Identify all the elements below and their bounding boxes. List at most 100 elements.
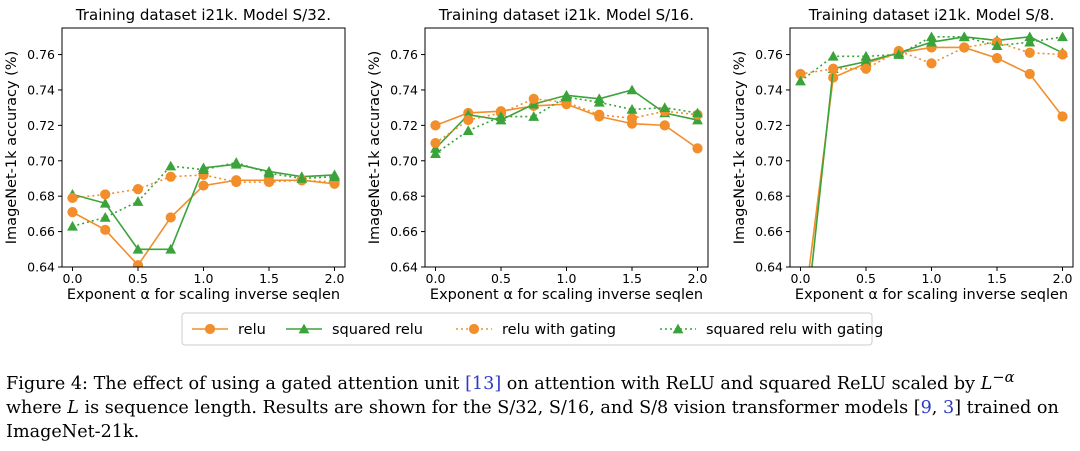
data-point	[67, 207, 78, 218]
data-point	[165, 243, 177, 254]
legend-label: squared relu	[332, 322, 423, 338]
citation-group: [9, 3]	[914, 398, 961, 418]
data-point	[230, 157, 242, 167]
figure-caption: Figure 4: The effect of using a gated at…	[6, 366, 1076, 444]
data-point	[100, 224, 111, 235]
legend-label: relu	[238, 322, 266, 338]
y-axis-label: ImageNet-1k accuracy (%)	[732, 51, 748, 244]
data-point	[132, 196, 144, 206]
chart-panel-1: Training dataset i21k. Model S/32. 0.64 0.…	[4, 6, 346, 303]
y-tick-label: 0.66	[27, 224, 55, 239]
series-line	[435, 103, 698, 150]
cite-close: ]	[954, 397, 962, 418]
y-tick-label: 0.74	[27, 82, 55, 97]
series-relu-with-gating	[430, 93, 703, 149]
series-relu	[808, 42, 1068, 267]
data-point	[430, 137, 441, 149]
x-axis-label: Exponent α for scaling inverse seqlen	[795, 287, 1068, 303]
legend-entry: relu	[192, 322, 266, 338]
data-point	[1024, 47, 1035, 58]
y-tick-label: 0.72	[27, 118, 55, 133]
legend-entry: squared relu with gating	[660, 322, 883, 338]
data-point	[958, 31, 970, 42]
x-tick-label: 2.0	[688, 271, 708, 286]
caption-label: Figure 4:	[6, 373, 88, 394]
y-tick-label: 0.72	[390, 118, 418, 133]
data-point	[132, 243, 144, 254]
data-point	[860, 63, 872, 74]
legend-label: squared relu with gating	[706, 322, 883, 338]
y-tick-label: 0.68	[390, 189, 418, 204]
y-tick-label: 0.70	[390, 153, 418, 168]
y-tick-label: 0.68	[755, 189, 783, 204]
x-tick-label: 2.0	[1053, 271, 1073, 286]
x-tick-label: 1.5	[259, 271, 279, 286]
data-point	[430, 148, 441, 159]
y-tick-label: 0.70	[755, 153, 783, 168]
data-point	[165, 160, 177, 171]
data-point	[959, 42, 970, 53]
data-point	[132, 260, 144, 267]
data-point	[495, 111, 507, 121]
cite-sep: ,	[931, 397, 943, 418]
data-point	[528, 111, 540, 121]
caption-text-3: where	[6, 397, 62, 418]
data-point	[1057, 49, 1068, 60]
data-point	[991, 52, 1003, 64]
y-tick-label: 0.66	[755, 224, 783, 239]
data-point	[329, 171, 340, 182]
data-point	[828, 63, 839, 74]
data-point	[659, 120, 670, 131]
data-point	[926, 58, 937, 69]
citation-link-9[interactable]: 9	[920, 397, 932, 418]
data-point	[860, 50, 872, 61]
math-L: L	[980, 373, 993, 394]
x-tick-label: 1.0	[922, 271, 942, 286]
series-line	[799, 36, 1063, 82]
plot-area	[67, 157, 340, 267]
legend-entry: relu with gating	[456, 322, 616, 338]
x-tick-label: 1.5	[987, 271, 1007, 286]
legend: relu squared relu relu with gating squared …	[181, 312, 883, 346]
series-line	[435, 97, 698, 144]
data-point	[132, 184, 144, 195]
citation-link-13[interactable]: [13]	[465, 373, 502, 394]
y-tick-label: 0.70	[27, 153, 55, 168]
citation-link-3[interactable]: 3	[942, 397, 955, 418]
chart-title: Training dataset i21k. Model S/8.	[808, 6, 1055, 24]
data-point	[462, 125, 474, 136]
data-point	[99, 212, 111, 222]
legend-marker	[204, 323, 216, 335]
data-point	[296, 173, 308, 183]
plot-area	[795, 31, 1068, 267]
chart-figure: Training dataset i21k. Model S/32. 0.64 0.…	[4, 6, 1074, 346]
data-point	[991, 40, 1003, 51]
y-tick-label: 0.64	[390, 260, 418, 275]
data-point	[263, 167, 275, 178]
x-tick-label: 2.0	[325, 271, 345, 286]
y-tick-label: 0.64	[27, 260, 55, 275]
data-point	[860, 56, 872, 66]
data-point	[463, 114, 474, 126]
data-point	[528, 93, 539, 104]
data-point	[1024, 31, 1036, 42]
series-line	[800, 41, 1063, 75]
cite-open: [	[913, 397, 921, 418]
data-point	[1024, 36, 1036, 47]
axes-frame	[789, 27, 1074, 268]
chart-panel-3: Training dataset i21k. Model S/8. 0.64 0.6…	[732, 6, 1074, 303]
data-point	[165, 171, 176, 182]
y-axis-label: ImageNet-1k accuracy (%)	[4, 51, 20, 244]
x-tick-label: 1.0	[194, 271, 214, 286]
data-point	[893, 49, 905, 59]
legend-label: relu with gating	[502, 322, 616, 338]
x-tick-label: 1.5	[622, 271, 642, 286]
series-line	[811, 36, 1063, 267]
data-point	[430, 120, 441, 131]
legend-marker	[672, 323, 684, 334]
data-point	[795, 75, 806, 86]
y-tick-label: 0.72	[755, 118, 783, 133]
data-point	[561, 91, 572, 102]
math-L-2: L	[67, 397, 79, 418]
